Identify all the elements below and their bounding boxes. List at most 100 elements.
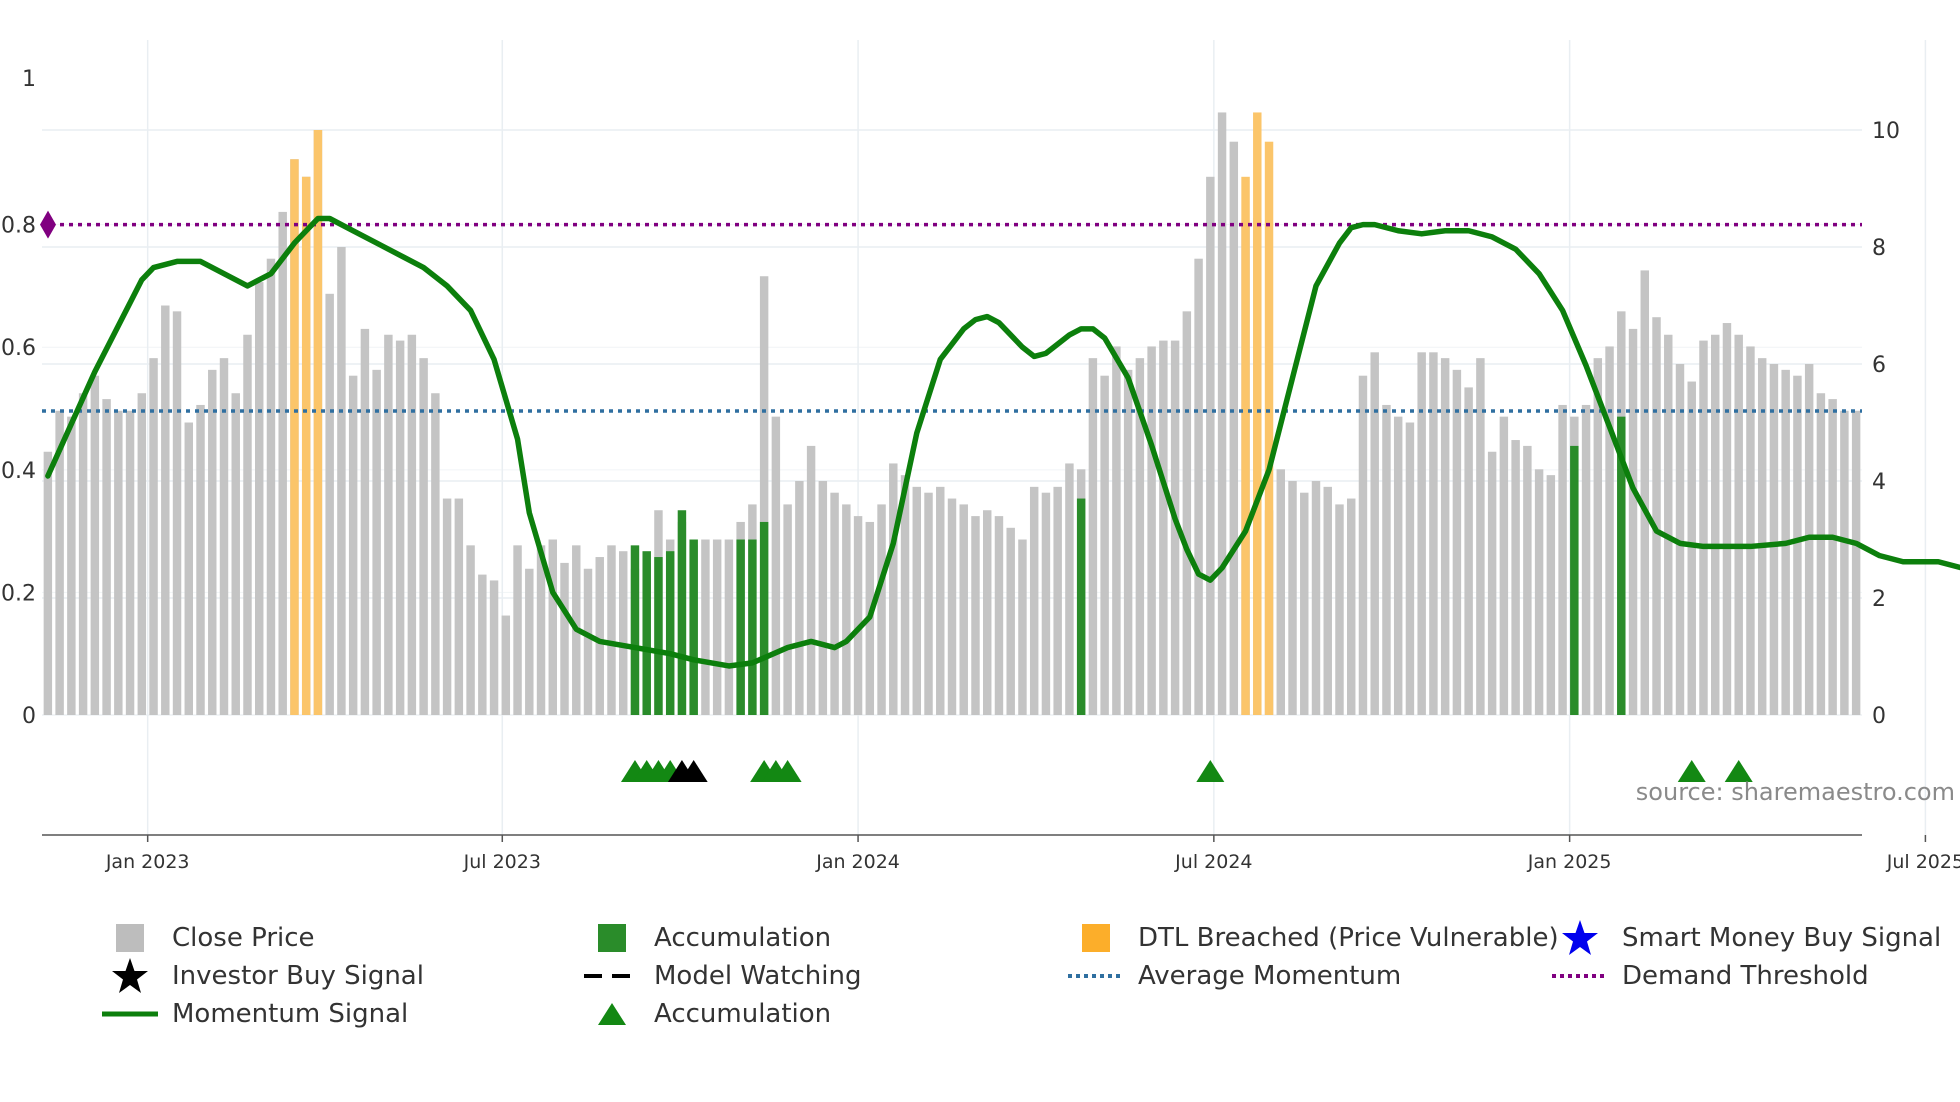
- close-price-bar: [1288, 481, 1297, 715]
- y-right-tick-label: 0: [1872, 704, 1886, 729]
- close-price-bar: [853, 516, 863, 715]
- legend-dtl-breached: DTL Breached (Price Vulnerable): [1064, 920, 1559, 956]
- close-price-bar: [1628, 328, 1638, 715]
- y-right-tick-label: 4: [1872, 470, 1886, 495]
- close-price-bar: [795, 481, 804, 715]
- legend-label: Model Watching: [654, 961, 862, 991]
- close-price-bar: [501, 615, 511, 715]
- close-price-bar: [43, 451, 53, 715]
- close-price-bar: [1088, 358, 1098, 715]
- close-price-bar: [1429, 352, 1438, 715]
- close-price-bar: [1206, 176, 1215, 716]
- accumulation-bar: [1076, 498, 1086, 715]
- accumulation-bar: [759, 521, 769, 715]
- close-price-bar: [724, 539, 734, 715]
- close-price-bar: [1640, 270, 1650, 715]
- y-right-tick-label: 2: [1872, 587, 1886, 612]
- dashed-line-icon: [580, 958, 644, 994]
- close-price-bar: [513, 545, 522, 715]
- legend-label: Investor Buy Signal: [172, 961, 424, 991]
- close-price-bar: [1511, 440, 1520, 715]
- close-price-bar: [971, 516, 980, 715]
- close-price-bar: [1664, 334, 1673, 715]
- close-price-bar: [994, 516, 1004, 715]
- close-price-bar: [1546, 475, 1556, 715]
- close-price-bar: [560, 562, 569, 715]
- close-price-bar: [1710, 334, 1720, 715]
- close-price-bar: [924, 492, 933, 715]
- close-price-bar: [1816, 393, 1826, 715]
- axes: Jan 2023 Jul 2023 Jan 2024 Jul 2024 Jan 2025…: [1, 67, 1960, 873]
- close-price-bar: [607, 545, 616, 715]
- green-triangle-icon: [580, 996, 644, 1032]
- close-price-bar: [1370, 352, 1379, 715]
- close-price-bar: [818, 481, 828, 715]
- close-price-bar: [1734, 334, 1743, 715]
- accumulation-marker: [1196, 760, 1225, 782]
- close-price-bar: [1581, 404, 1591, 715]
- accumulation-bar: [630, 545, 640, 715]
- dtl-bar: [1264, 141, 1274, 715]
- close-price-bar: [1593, 358, 1603, 715]
- close-price-bar: [1757, 358, 1767, 715]
- momentum-chart: Jan 2023 Jul 2023 Jan 2024 Jul 2024 Jan 2025…: [1, 40, 1960, 873]
- legend-label: Demand Threshold: [1622, 961, 1869, 991]
- dotted-purple-line-icon: [1548, 958, 1612, 994]
- accumulation-bar: [677, 510, 687, 715]
- dtl-breached-bars: [290, 112, 1274, 716]
- close-price-bar: [959, 504, 968, 715]
- legend-close-price: Close Price: [98, 920, 315, 956]
- close-price-bar: [1769, 364, 1779, 715]
- close-price-bar: [442, 498, 452, 715]
- y-left-tick-label: 0.6: [1, 336, 36, 361]
- close-price-bar: [1382, 404, 1391, 715]
- close-price-bar: [1018, 539, 1027, 715]
- close-price-bar: [454, 498, 464, 715]
- source-label: source: sharemaestro.com: [1636, 778, 1955, 806]
- close-price-bar: [912, 486, 922, 715]
- momentum-signal: [45, 215, 1960, 669]
- legend-momentum-signal: Momentum Signal: [98, 996, 408, 1032]
- close-price-bar: [1476, 358, 1485, 715]
- close-price-bar: [466, 545, 475, 715]
- dotted-blue-line-icon: [1064, 958, 1128, 994]
- accumulation-marker: [773, 760, 802, 782]
- close-price-bar: [583, 568, 593, 715]
- close-price-bar: [325, 293, 334, 715]
- accumulation-marker: [1724, 760, 1753, 782]
- close-price-bar: [337, 247, 346, 715]
- close-price-bar: [1335, 504, 1344, 715]
- close-price-bar: [1041, 492, 1051, 715]
- accumulation-bar: [748, 539, 757, 715]
- close-price-bar: [771, 416, 781, 715]
- accumulation-bar: [1617, 416, 1626, 715]
- legend-demand-threshold: Demand Threshold: [1548, 958, 1869, 994]
- close-price-bar: [1029, 486, 1039, 715]
- dtl-bar: [1253, 112, 1262, 715]
- x-tick-label: Jul 2025: [1886, 851, 1960, 873]
- close-price-bar: [1159, 340, 1168, 715]
- x-tick-label: Jan 2023: [105, 851, 190, 873]
- close-price-bar: [348, 375, 358, 715]
- close-price-bar: [55, 410, 64, 715]
- close-price-bar: [1405, 422, 1415, 715]
- blue-star-icon: [1548, 920, 1612, 956]
- close-price-bar: [431, 393, 440, 715]
- green-square-icon: [580, 920, 644, 956]
- close-price-bar: [759, 276, 769, 715]
- close-price-bar: [1499, 416, 1509, 715]
- close-price-bar: [1487, 451, 1497, 715]
- close-price-bar: [1687, 381, 1696, 715]
- y-right-tick-label: 8: [1872, 236, 1886, 261]
- signal-markers: [620, 760, 1753, 782]
- close-price-bar: [419, 358, 428, 715]
- close-price-bar: [1300, 492, 1309, 715]
- legend-label: Average Momentum: [1138, 961, 1402, 991]
- close-price-bar: [900, 475, 910, 715]
- x-tick-label: Jul 2023: [463, 851, 541, 873]
- close-price-bar: [982, 510, 992, 715]
- dtl-bar: [1241, 176, 1250, 716]
- close-price-bar: [1182, 311, 1192, 715]
- close-price-bar: [1523, 445, 1532, 715]
- close-price-bar: [196, 404, 205, 715]
